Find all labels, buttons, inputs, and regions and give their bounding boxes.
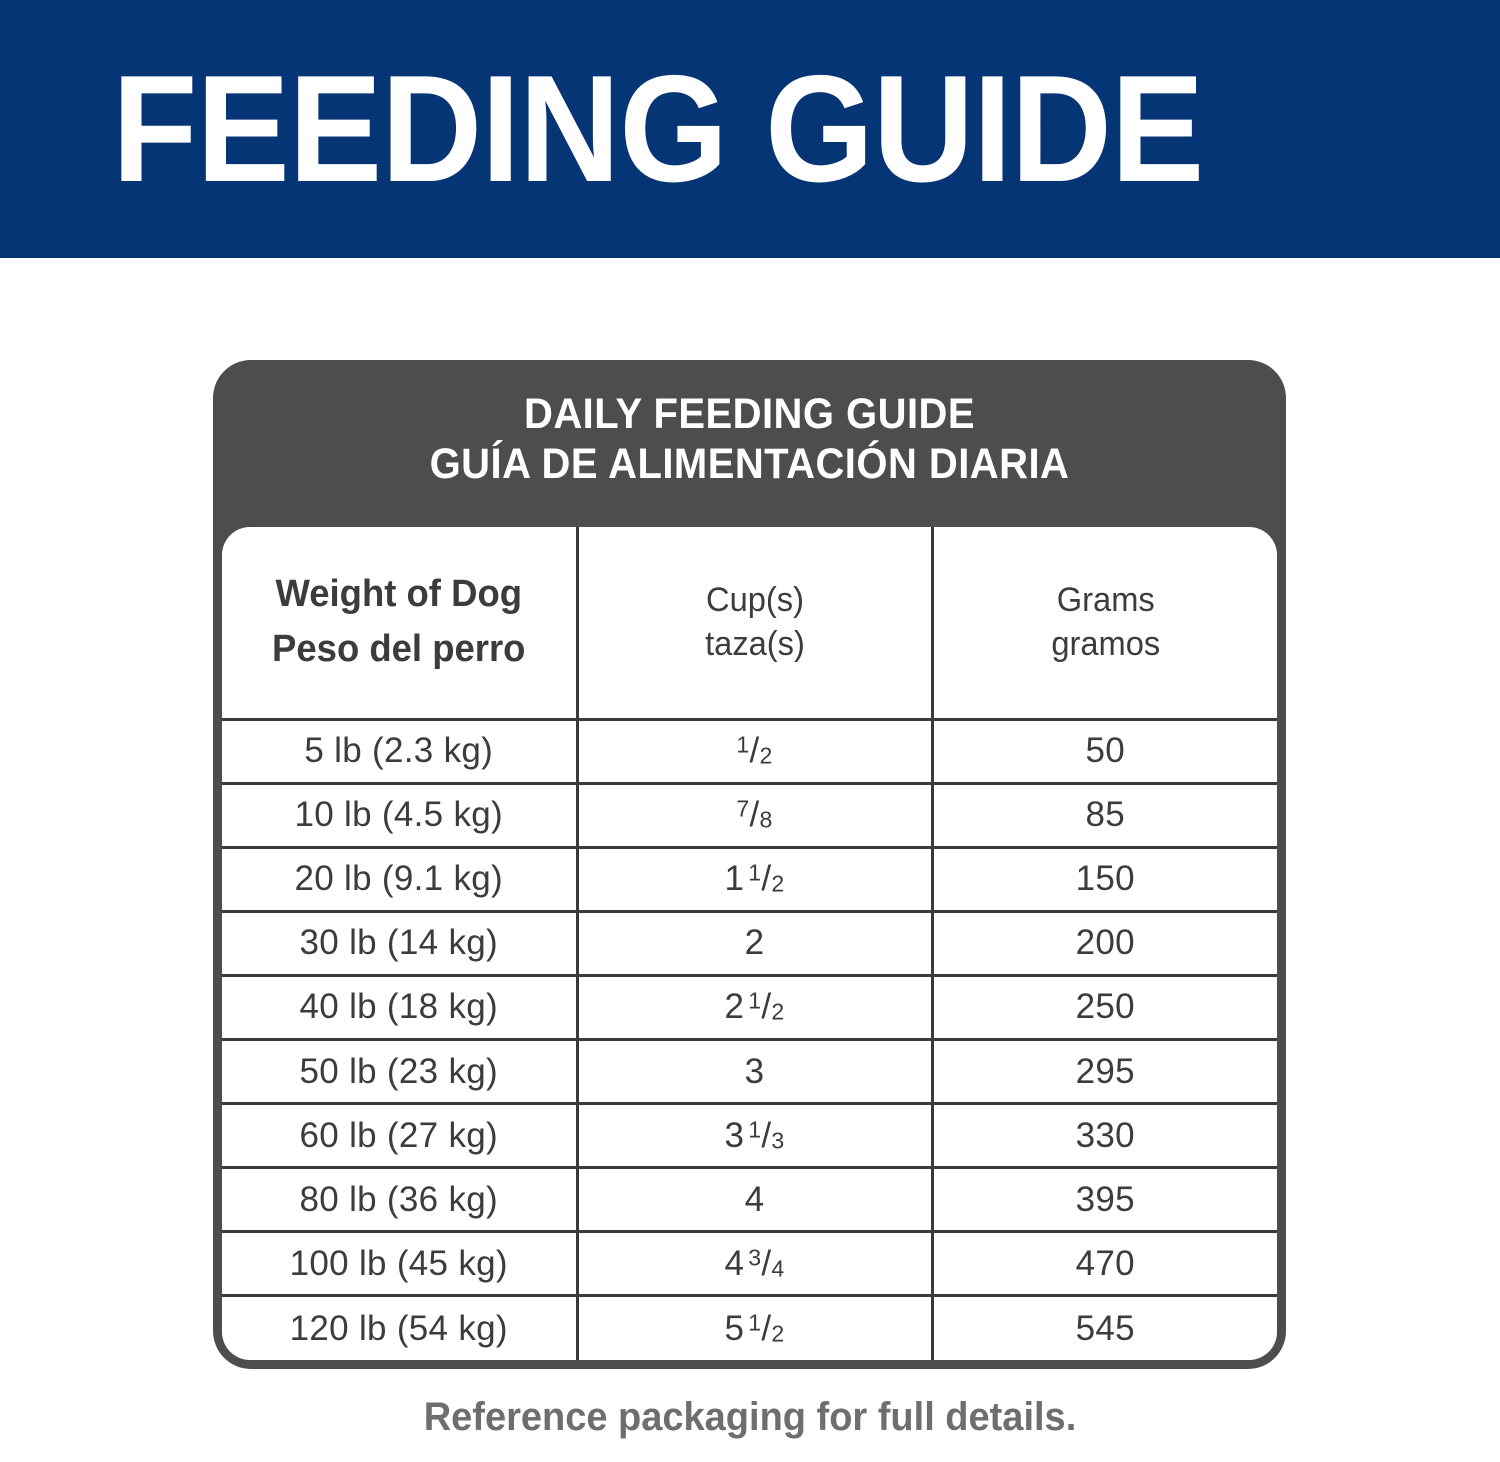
column-header-grams-es: gramos <box>1050 625 1160 664</box>
cell-weight: 50 lb (23 kg) <box>222 1039 579 1106</box>
card-title-block: DAILY FEEDING GUIDE GUÍA DE ALIMENTACIÓN… <box>213 360 1286 490</box>
feeding-guide-table: Weight of Dog Peso del perro Cup(s) taza… <box>222 527 1277 1360</box>
cell-cups: 2 1/2 <box>577 975 934 1041</box>
cell-weight: 40 lb (18 kg) <box>222 975 579 1041</box>
column-header-grams-en: Grams <box>1056 581 1155 620</box>
reference-note: Reference packaging for full details. <box>423 1395 1077 1439</box>
cell-cups: 3 <box>577 1039 934 1106</box>
column-header-weight-es: Peso del perro <box>272 628 526 671</box>
page-title: FEEDING GUIDE <box>112 43 1204 214</box>
cell-grams: 50 <box>932 719 1277 785</box>
card-title-english: DAILY FEEDING GUIDE <box>523 390 976 438</box>
cell-weight: 10 lb (4.5 kg) <box>222 783 579 849</box>
column-header-weight: Weight of Dog Peso del perro <box>222 527 579 721</box>
cell-cups: 4 <box>577 1167 934 1234</box>
cell-grams: 200 <box>932 911 1277 977</box>
cell-grams: 470 <box>932 1231 1277 1298</box>
table-row: 50 lb (23 kg) 3 295 <box>222 1039 1277 1106</box>
cell-cups: 1 1/2 <box>577 847 934 913</box>
cell-grams: 295 <box>932 1039 1277 1106</box>
table-row: 10 lb (4.5 kg) 7/8 85 <box>222 783 1277 849</box>
cell-weight: 120 lb (54 kg) <box>222 1295 579 1360</box>
table-row: 60 lb (27 kg) 3 1/3 330 <box>222 1103 1277 1170</box>
cell-grams: 395 <box>932 1167 1277 1234</box>
cell-weight: 5 lb (2.3 kg) <box>222 719 579 785</box>
cell-weight: 100 lb (45 kg) <box>222 1231 579 1298</box>
daily-feeding-guide-card: DAILY FEEDING GUIDE GUÍA DE ALIMENTACIÓN… <box>213 360 1286 1369</box>
table-row: 120 lb (54 kg) 5 1/2 545 <box>222 1295 1277 1360</box>
table-row: 5 lb (2.3 kg) 1/2 50 <box>222 719 1277 785</box>
table-body: 5 lb (2.3 kg) 1/2 50 10 lb (4.5 kg) 7/8 85 20 … <box>222 719 1277 1360</box>
cell-grams: 85 <box>932 783 1277 849</box>
cell-cups: 2 <box>577 911 934 977</box>
column-header-weight-en: Weight of Dog <box>275 573 523 616</box>
table-header-row: Weight of Dog Peso del perro Cup(s) taza… <box>222 527 1277 721</box>
table-header: Weight of Dog Peso del perro Cup(s) taza… <box>222 527 1277 721</box>
cell-grams: 150 <box>932 847 1277 913</box>
cell-grams: 330 <box>932 1103 1277 1170</box>
table-row: 40 lb (18 kg) 2 1/2 250 <box>222 975 1277 1041</box>
column-header-cups: Cup(s) taza(s) <box>577 527 934 721</box>
cell-cups: 1/2 <box>577 719 934 785</box>
cell-weight: 20 lb (9.1 kg) <box>222 847 579 913</box>
cell-cups: 3 1/3 <box>577 1103 934 1170</box>
table-row: 20 lb (9.1 kg) 1 1/2 150 <box>222 847 1277 913</box>
cell-cups: 7/8 <box>577 783 934 849</box>
card-title-spanish: GUÍA DE ALIMENTACIÓN DIARIA <box>429 439 1070 488</box>
table-row: 100 lb (45 kg) 4 3/4 470 <box>222 1231 1277 1298</box>
feeding-guide-banner: FEEDING GUIDE <box>0 0 1500 258</box>
cell-cups: 4 3/4 <box>577 1231 934 1298</box>
column-header-cups-es: taza(s) <box>704 625 805 664</box>
cell-cups: 5 1/2 <box>577 1295 934 1360</box>
feeding-table-panel: Weight of Dog Peso del perro Cup(s) taza… <box>222 527 1277 1360</box>
cell-weight: 80 lb (36 kg) <box>222 1167 579 1234</box>
cell-grams: 545 <box>1075 1308 1135 1348</box>
table-row: 80 lb (36 kg) 4 395 <box>222 1167 1277 1234</box>
cell-weight: 30 lb (14 kg) <box>222 911 579 977</box>
cell-grams: 250 <box>932 975 1277 1041</box>
table-row: 30 lb (14 kg) 2 200 <box>222 911 1277 977</box>
column-header-cups-en: Cup(s) <box>705 581 804 620</box>
column-header-grams: Grams gramos <box>932 527 1277 721</box>
cell-weight: 60 lb (27 kg) <box>222 1103 579 1170</box>
